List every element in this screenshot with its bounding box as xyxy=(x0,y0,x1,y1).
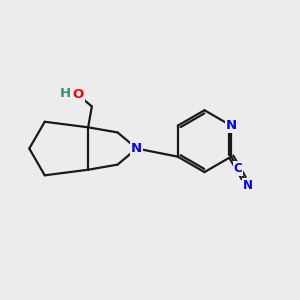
Text: N: N xyxy=(226,119,237,132)
Text: N: N xyxy=(243,179,253,192)
Text: C: C xyxy=(234,162,242,175)
Text: N: N xyxy=(131,142,142,155)
Text: O: O xyxy=(72,88,83,101)
Text: H: H xyxy=(60,87,71,100)
